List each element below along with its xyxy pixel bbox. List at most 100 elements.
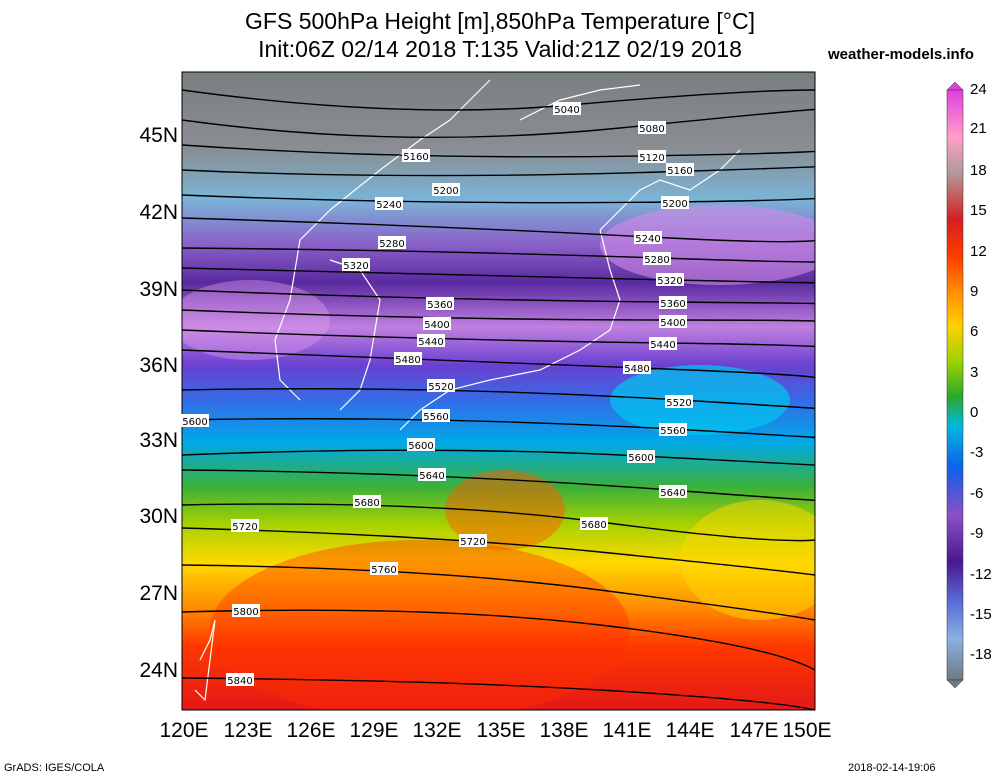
colorbar-label: 0: [970, 404, 979, 421]
contour-label-text: 5600: [628, 453, 653, 464]
contour-label-text: 5400: [424, 320, 449, 331]
contour-label-text: 5640: [419, 471, 444, 482]
contour-label-text: 5040: [554, 105, 579, 116]
contour-label: 5360: [659, 296, 687, 310]
contour-label: 5240: [375, 197, 403, 211]
map-title-line2: Init:06Z 02/14 2018 T:135 Valid:21Z 02/1…: [258, 36, 742, 62]
lon-label: 135E: [476, 719, 526, 742]
contour-label: 5040: [553, 102, 581, 116]
colorbar-label: -9: [970, 525, 984, 542]
contour-label-text: 5600: [182, 417, 207, 428]
contour-label-text: 5640: [660, 488, 685, 499]
contour-label: 5400: [423, 317, 451, 331]
contour-label-text: 5200: [433, 186, 458, 197]
contour-label: 5080: [638, 121, 666, 135]
contour-label-text: 5560: [423, 412, 448, 423]
contour-label-text: 5520: [666, 398, 691, 409]
contour-label: 5440: [649, 337, 677, 351]
contour-label: 5280: [378, 236, 406, 250]
contour-label-text: 5480: [624, 364, 649, 375]
lon-label: 132E: [412, 719, 462, 742]
contour-label-text: 5680: [354, 498, 379, 509]
contour-label: 5720: [231, 519, 259, 533]
contour-label-text: 5280: [379, 239, 404, 250]
contour-label-text: 5320: [343, 261, 368, 272]
contour-label: 5520: [665, 395, 693, 409]
contour-label: 5760: [370, 562, 398, 576]
contour-label: 5680: [353, 495, 381, 509]
contour-label-text: 5160: [403, 152, 428, 163]
colorbar-label: -6: [970, 485, 984, 502]
contour-label: 5360: [426, 297, 454, 311]
lat-label: 42N: [139, 201, 178, 224]
contour-label: 5560: [422, 409, 450, 423]
contour-label: 5640: [418, 468, 446, 482]
colorbar-label: 21: [970, 120, 987, 137]
contour-label-text: 5240: [376, 200, 401, 211]
lat-label: 33N: [139, 429, 178, 452]
contour-label: 5120: [638, 150, 666, 164]
lat-label: 39N: [139, 278, 178, 301]
lon-label: 144E: [665, 719, 715, 742]
contour-label-text: 5320: [657, 276, 682, 287]
contour-label-text: 5560: [660, 426, 685, 437]
colorbar-label: 6: [970, 323, 979, 340]
contour-label-text: 5200: [662, 199, 687, 210]
colorbar-label: -18: [970, 646, 992, 663]
contour-label: 5600: [407, 438, 435, 452]
colorbar-label: 15: [970, 202, 987, 219]
contour-label-text: 5520: [428, 382, 453, 393]
map-frame: [181, 71, 816, 711]
lon-label: 141E: [602, 719, 652, 742]
lon-label: 150E: [782, 719, 832, 742]
contour-label-text: 5360: [427, 300, 452, 311]
colorbar-label: -15: [970, 606, 992, 623]
contour-label: 5160: [402, 149, 430, 163]
brand-label: weather-models.info: [828, 46, 974, 63]
height-contours: [182, 89, 815, 710]
contour-label-text: 5160: [667, 166, 692, 177]
contour-label: 5520: [427, 379, 455, 393]
contour-label: 5200: [661, 196, 689, 210]
lon-label: 147E: [729, 719, 779, 742]
contour-label-text: 5240: [635, 234, 660, 245]
contour-label: 5560: [659, 423, 687, 437]
contour-label: 5480: [394, 352, 422, 366]
lon-label: 138E: [539, 719, 589, 742]
contour-label-text: 5480: [395, 355, 420, 366]
contour-label: 5840: [226, 673, 254, 687]
contour-label: 5400: [659, 315, 687, 329]
colorbar-label: -12: [970, 566, 992, 583]
colorbar-label: -3: [970, 444, 984, 461]
colorbar-label: 18: [970, 162, 987, 179]
contour-label-text: 5720: [460, 537, 485, 548]
contour-label: 5600: [181, 414, 209, 428]
contour-label-text: 5840: [227, 676, 252, 687]
lon-label: 126E: [286, 719, 336, 742]
contour-label: 5320: [342, 258, 370, 272]
footer-right: 2018-02-14-19:06: [848, 762, 936, 774]
contour-label: 5800: [232, 604, 260, 618]
contour-label: 5440: [417, 334, 445, 348]
lat-label: 24N: [139, 659, 178, 682]
contour-label-text: 5400: [660, 318, 685, 329]
lon-label: 129E: [349, 719, 399, 742]
contour-label: 5240: [634, 231, 662, 245]
lat-label: 36N: [139, 354, 178, 377]
contour-label: 5680: [580, 517, 608, 531]
lat-label: 27N: [139, 582, 178, 605]
contour-label: 5280: [643, 252, 671, 266]
contour-label: 5600: [627, 450, 655, 464]
lon-label: 120E: [159, 719, 209, 742]
temperature-field: [182, 72, 815, 710]
colorbar-label: 12: [970, 243, 987, 260]
contour-label: 5640: [659, 485, 687, 499]
map-title-line1: GFS 500hPa Height [m],850hPa Temperature…: [245, 8, 755, 34]
lat-label: 30N: [139, 505, 178, 528]
contour-label-text: 5720: [232, 522, 257, 533]
contour-label-text: 5080: [639, 124, 664, 135]
lon-label: 123E: [223, 719, 273, 742]
contour-label-text: 5680: [581, 520, 606, 531]
contour-label: 5200: [432, 183, 460, 197]
